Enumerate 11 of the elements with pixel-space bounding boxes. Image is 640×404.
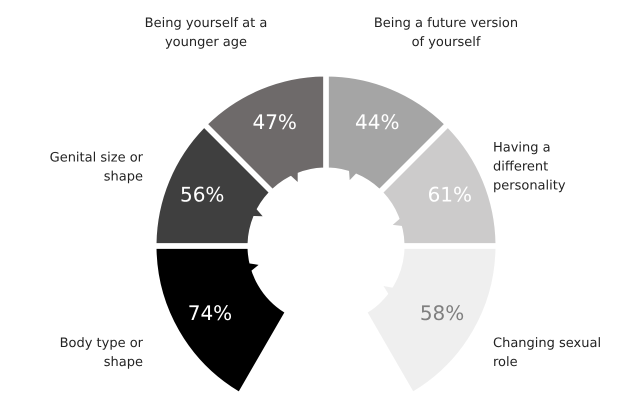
data-label: 56% <box>180 182 224 207</box>
data-label: 44% <box>355 110 400 134</box>
category-label: Having a different personality <box>493 140 566 194</box>
data-label: 74% <box>188 301 232 325</box>
category-label: Changing sexual role <box>493 336 602 370</box>
category-label: Being a future version of yourself <box>374 16 518 50</box>
data-label: 58% <box>420 301 464 325</box>
category-label: Being yourself at a younger age <box>144 16 268 50</box>
data-label: 47% <box>252 110 297 134</box>
category-label: Body type or shape <box>60 336 144 370</box>
category-label: Genital size or shape <box>50 150 144 185</box>
